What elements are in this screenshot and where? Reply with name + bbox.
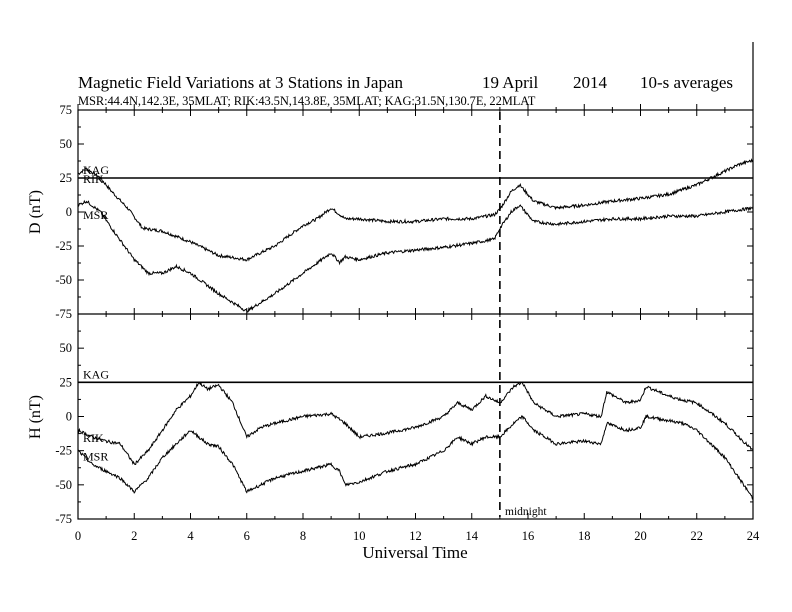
y-tick-label: 50 (60, 341, 73, 355)
series-label-kag: KAG (83, 367, 109, 381)
y-tick-label: 50 (60, 137, 73, 151)
midnight-label: midnight (505, 506, 547, 518)
y-tick-label: 75 (60, 103, 73, 117)
y-tick-label: -75 (55, 307, 72, 321)
date-label: 19 April (482, 73, 539, 92)
x-tick-label: 14 (466, 529, 479, 543)
x-tick-label: 18 (578, 529, 591, 543)
y-tick-label: 25 (60, 171, 73, 185)
y-tick-label: -25 (55, 239, 72, 253)
x-tick-label: 2 (131, 529, 137, 543)
series-label-msr: MSR (83, 450, 108, 464)
x-axis-label: Universal Time (362, 543, 467, 562)
title: Magnetic Field Variations at 3 Stations … (78, 73, 404, 92)
year-label: 2014 (573, 73, 607, 92)
y-tick-label: 25 (60, 375, 73, 389)
d-axis-label: D (nT) (27, 190, 44, 234)
x-axis: 0 2 4 6 8 10 12 14 16 18 20 22 24 (75, 104, 760, 543)
series-label-rik: RIK (83, 172, 104, 186)
y-tick-label: -75 (55, 512, 72, 526)
x-tick-label: 6 (244, 529, 250, 543)
y-tick-label: -50 (55, 273, 72, 287)
x-tick-label: 8 (300, 529, 306, 543)
x-tick-label: 0 (75, 529, 81, 543)
series-line-msr (77, 413, 754, 500)
x-tick-label: 4 (187, 529, 194, 543)
y-tick-label: 0 (66, 205, 72, 219)
h-axis-label: H (nT) (27, 395, 44, 439)
series-line-rik (77, 158, 754, 262)
h-panel: 50 25 0 -25 -50 -75 KAG RIK MSR (55, 313, 754, 526)
series-line-rik (77, 381, 754, 466)
series-label-rik: RIK (83, 431, 104, 445)
series-label-msr: MSR (83, 208, 108, 222)
y-tick-label: 0 (66, 410, 72, 424)
stations-info: MSR:44.4N,142.3E, 35MLAT; RIK:43.5N,143.… (78, 94, 536, 108)
x-tick-label: 20 (634, 529, 647, 543)
series-label-kag: KAG (83, 163, 109, 177)
averaging-label: 10-s averages (640, 73, 733, 92)
x-tick-label: 16 (522, 529, 535, 543)
y-tick-label: -50 (55, 478, 72, 492)
x-tick-label: 22 (691, 529, 704, 543)
series-line-msr (77, 199, 754, 313)
x-tick-label: 12 (409, 529, 422, 543)
y-tick-label: -25 (55, 444, 72, 458)
x-tick-label: 24 (747, 529, 760, 543)
x-tick-label: 10 (353, 529, 366, 543)
